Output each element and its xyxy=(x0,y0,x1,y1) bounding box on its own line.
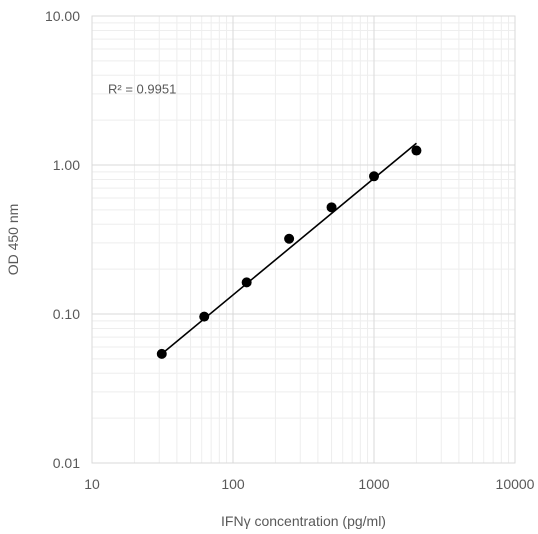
data-point xyxy=(411,145,422,156)
data-point xyxy=(284,233,295,244)
y-tick-labels: 0.01 0.10 1.00 10.00 xyxy=(45,8,80,471)
x-axis-title: IFNγ concentration (pg/ml) xyxy=(221,513,386,529)
data-point xyxy=(241,277,252,288)
data-point xyxy=(326,202,337,213)
plot-area xyxy=(91,15,516,464)
y-tick-label: 10.00 xyxy=(45,8,80,24)
r-squared-annotation: R² = 0.9951 xyxy=(108,82,176,97)
y-tick-label: 0.01 xyxy=(53,455,80,471)
y-tick-label: 1.00 xyxy=(53,157,80,173)
y-axis-title: OD 450 nm xyxy=(5,204,21,276)
data-point xyxy=(369,171,379,182)
data-points xyxy=(156,145,422,359)
x-tick-labels: 10 100 1000 10000 xyxy=(84,476,534,492)
y-tick-label: 0.10 xyxy=(53,306,80,322)
data-point xyxy=(199,311,210,322)
x-tick-label: 10 xyxy=(84,476,100,492)
minor-gridlines xyxy=(92,16,515,463)
data-point xyxy=(156,348,167,359)
x-tick-label: 1000 xyxy=(358,476,389,492)
x-tick-label: 100 xyxy=(221,476,245,492)
x-tick-label: 10000 xyxy=(496,476,535,492)
